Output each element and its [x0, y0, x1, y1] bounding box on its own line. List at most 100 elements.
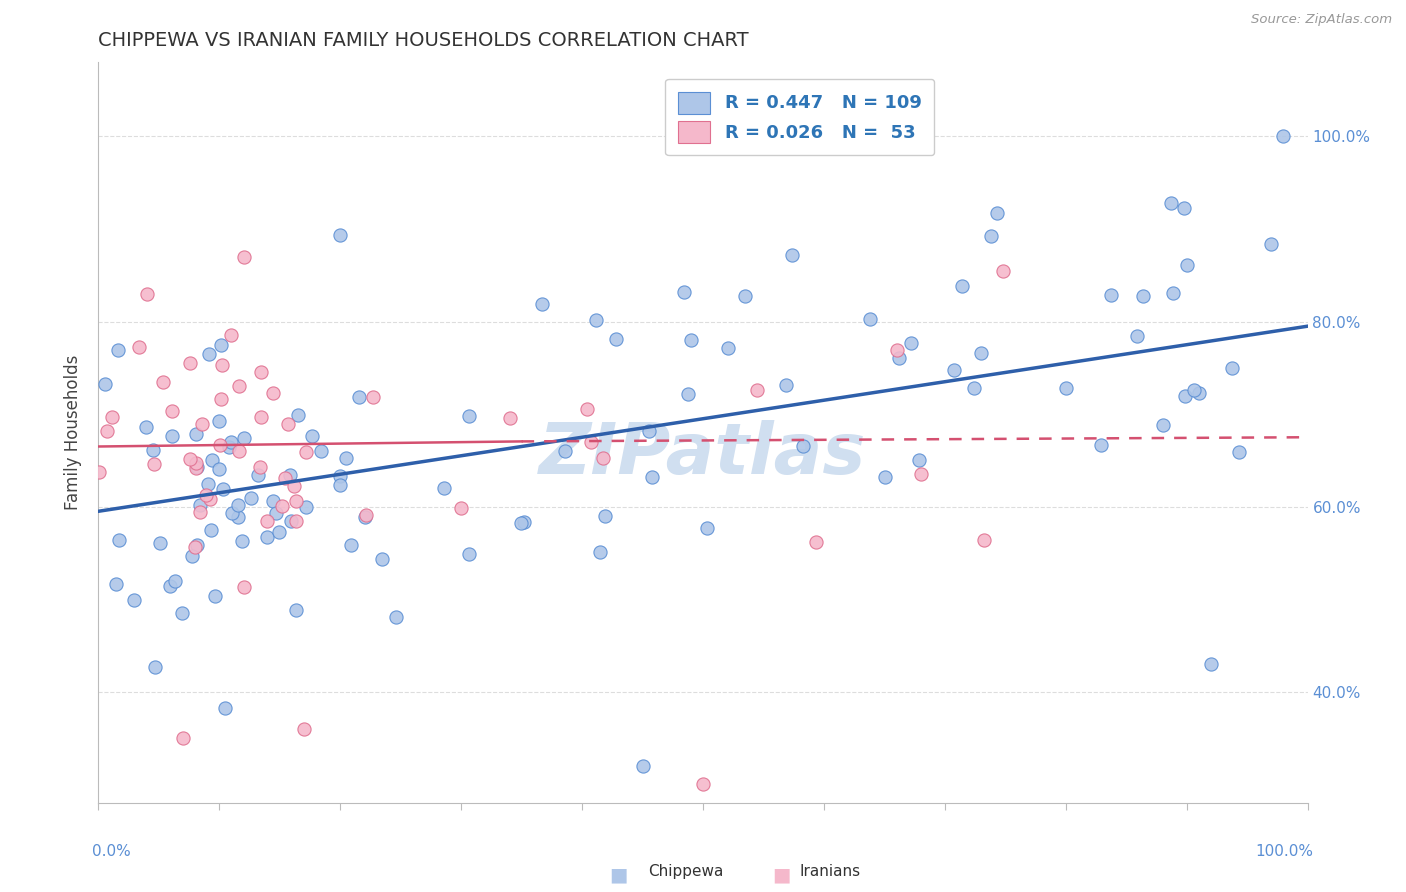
Point	[585, 312, 607, 326]
Point	[329, 228, 352, 243]
Point	[250, 409, 273, 424]
Point	[249, 460, 271, 475]
Point	[184, 461, 207, 475]
Point	[1260, 236, 1282, 251]
Point	[107, 343, 129, 357]
Point	[991, 264, 1014, 278]
Point	[160, 403, 183, 417]
Point	[179, 452, 201, 467]
Point	[194, 488, 217, 502]
Point	[1229, 444, 1251, 458]
Point	[201, 453, 224, 467]
Point	[256, 514, 278, 528]
Point	[197, 476, 219, 491]
Point	[1132, 289, 1154, 303]
Point	[197, 347, 219, 361]
Point	[804, 534, 827, 549]
Point	[94, 377, 117, 392]
Point	[179, 356, 201, 370]
Point	[1099, 288, 1122, 302]
Point	[1188, 385, 1211, 400]
Point	[1272, 129, 1295, 144]
Point	[1090, 438, 1112, 452]
Point	[775, 377, 797, 392]
Point	[269, 525, 291, 540]
Point	[354, 510, 377, 524]
Point	[122, 593, 145, 607]
Point	[142, 442, 165, 457]
Point	[354, 508, 377, 522]
Point	[266, 506, 288, 520]
Point	[239, 491, 262, 505]
Point	[458, 409, 481, 423]
Point	[1163, 285, 1185, 300]
Point	[231, 533, 253, 548]
Point	[692, 777, 714, 791]
Text: 0.0%: 0.0%	[93, 844, 131, 858]
Point	[262, 494, 284, 508]
Point	[1054, 381, 1077, 395]
Point	[510, 516, 533, 530]
Point	[1125, 329, 1147, 343]
Point	[208, 461, 231, 475]
Point	[638, 424, 661, 438]
Point	[747, 383, 769, 397]
Point	[170, 606, 193, 620]
Point	[676, 386, 699, 401]
Point	[886, 343, 908, 357]
Point	[256, 531, 278, 545]
Point	[204, 589, 226, 603]
Point	[1184, 383, 1206, 397]
Point	[575, 401, 598, 416]
Point	[165, 574, 187, 588]
Point	[198, 491, 221, 506]
Point	[280, 514, 302, 528]
Point	[1222, 360, 1244, 375]
Point	[1152, 417, 1174, 432]
Point	[295, 500, 318, 514]
Point	[250, 365, 273, 379]
Text: Chippewa: Chippewa	[648, 864, 724, 880]
Point	[292, 722, 315, 736]
Point	[107, 533, 129, 548]
Point	[221, 507, 243, 521]
Point	[530, 297, 553, 311]
Point	[208, 414, 231, 428]
Point	[221, 328, 243, 343]
Point	[160, 429, 183, 443]
Point	[942, 363, 965, 377]
Point	[734, 289, 756, 303]
Point	[228, 379, 250, 393]
Point	[277, 417, 299, 431]
Point	[1174, 389, 1197, 403]
Point	[159, 579, 181, 593]
Point	[716, 341, 738, 355]
Point	[311, 444, 333, 458]
Point	[188, 504, 211, 518]
Point	[910, 467, 932, 481]
Point	[209, 337, 232, 351]
Point	[143, 659, 166, 673]
Point	[433, 481, 456, 495]
Point	[218, 440, 240, 454]
Point	[96, 424, 118, 438]
Point	[285, 493, 308, 508]
Point	[87, 465, 110, 479]
Point	[209, 392, 232, 406]
Point	[287, 409, 309, 423]
Point	[172, 731, 194, 745]
Text: ■: ■	[772, 866, 790, 885]
Point	[284, 603, 307, 617]
Point	[233, 430, 256, 444]
Point	[554, 444, 576, 458]
Point	[873, 469, 896, 483]
Point	[301, 428, 323, 442]
Point	[696, 521, 718, 535]
Point	[191, 417, 214, 432]
Point	[340, 539, 363, 553]
Point	[963, 381, 986, 395]
Point	[211, 482, 233, 496]
Point	[900, 336, 922, 351]
Point	[589, 545, 612, 559]
Text: Iranians: Iranians	[800, 864, 860, 880]
